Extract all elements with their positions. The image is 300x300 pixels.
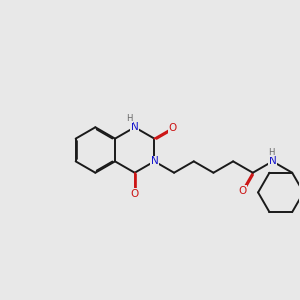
- Text: O: O: [238, 186, 247, 196]
- Text: O: O: [130, 189, 139, 199]
- Text: N: N: [151, 156, 158, 167]
- Text: N: N: [268, 156, 276, 167]
- Text: H: H: [127, 114, 133, 123]
- Text: N: N: [131, 122, 139, 132]
- Text: O: O: [168, 123, 177, 133]
- Text: H: H: [268, 148, 274, 157]
